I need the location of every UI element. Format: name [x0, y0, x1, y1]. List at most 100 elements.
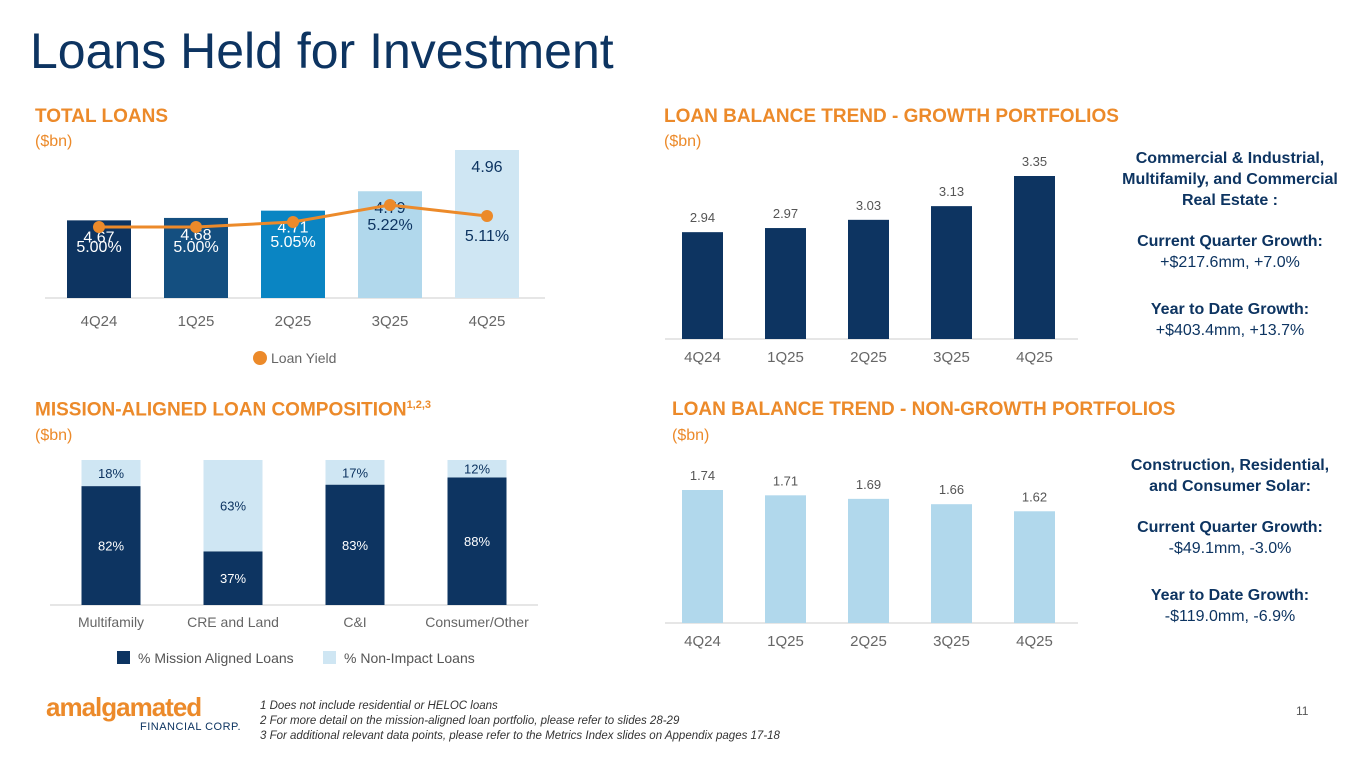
growth-value-label: 3.35 — [1022, 154, 1047, 169]
nongrowth-bar — [765, 495, 806, 623]
mission-tick-label: Multifamily — [78, 614, 144, 630]
total-loans-tick-label: 3Q25 — [372, 313, 409, 330]
growth-side-panel: Commercial & Industrial, Multifamily, an… — [1118, 148, 1342, 341]
total-loans-value-label: 4.96 — [471, 159, 502, 176]
nongrowth-value-label: 1.62 — [1022, 489, 1047, 504]
nongrowth-tick-label: 4Q25 — [1016, 633, 1053, 650]
growth-tick-label: 1Q25 — [767, 349, 804, 366]
company-logo-word: amalgamated — [46, 692, 202, 722]
footnotes: 1 Does not include residential or HELOC … — [260, 699, 780, 744]
growth-title: LOAN BALANCE TREND - GROWTH PORTFOLIOS — [664, 106, 1119, 127]
legend-mission-aligned-label: % Mission Aligned Loans — [138, 650, 294, 666]
mission-aligned-segment — [447, 477, 507, 605]
company-logo-sub: FINANCIAL CORP. — [140, 721, 242, 733]
growth-tick-label: 4Q24 — [684, 349, 721, 366]
loan-yield-label: 5.05% — [270, 234, 315, 251]
mission-aligned-label: 88% — [464, 534, 490, 549]
legend-loan-yield-marker — [253, 351, 267, 365]
nongrowth-side-heading: Construction, Residential, and Consumer … — [1130, 457, 1330, 495]
legend-non-impact-marker — [323, 651, 336, 664]
growth-bar — [931, 206, 972, 339]
loan-yield-label: 5.22% — [367, 217, 412, 234]
growth-value-label: 2.94 — [690, 210, 715, 225]
mission-unit: ($bn) — [35, 427, 73, 444]
non-impact-segment — [203, 460, 263, 552]
legend-loan-yield-label: Loan Yield — [271, 350, 336, 366]
nongrowth-title: LOAN BALANCE TREND - NON-GROWTH PORTFOLI… — [672, 399, 1176, 420]
mission-aligned-segment — [325, 484, 385, 605]
nongrowth-bar — [682, 490, 723, 623]
total-loans-value-label: 4.71 — [277, 220, 308, 237]
mission-title: MISSION-ALIGNED LOAN COMPOSITION1,2,3 — [35, 399, 431, 421]
page-number: 11 — [1296, 704, 1309, 718]
growth-tick-label: 4Q25 — [1016, 349, 1053, 366]
growth-bar — [1014, 176, 1055, 339]
growth-portfolios-chart: 2.94 4Q24 2.97 1Q25 3.03 2Q25 3.13 3Q25 3.35 4Q25 — [665, 154, 1078, 366]
mission-tick-label: Consumer/Other — [425, 614, 529, 630]
loan-yield-point — [190, 221, 202, 233]
nongrowth-cq-value: -$49.1mm, -3.0% — [1168, 540, 1292, 557]
growth-tick-label: 2Q25 — [850, 349, 887, 366]
growth-side-heading: Commercial & Industrial, Multifamily, an… — [1122, 150, 1338, 209]
total-loans-bar — [67, 220, 131, 298]
nongrowth-bar — [848, 498, 889, 623]
non-impact-segment — [447, 460, 507, 478]
nongrowth-tick-label: 2Q25 — [850, 633, 887, 650]
nongrowth-value-label: 1.71 — [773, 473, 798, 488]
footnote-2: 2 For more detail on the mission-aligned… — [260, 715, 680, 727]
growth-bar — [682, 232, 723, 339]
mission-aligned-chart: 82% 18% Multifamily 37% 63% CRE and Land 83% 17… — [50, 460, 538, 666]
nongrowth-side-panel: Construction, Residential, and Consumer … — [1118, 455, 1342, 627]
total-loans-chart: 4.674Q244.681Q254.712Q254.793Q254.964Q25… — [45, 150, 545, 366]
footnote-3: 3 For additional relevant data points, p… — [260, 730, 780, 742]
total-loans-tick-label: 2Q25 — [275, 313, 312, 330]
non-impact-label: 18% — [98, 466, 124, 481]
non-impact-segment — [81, 460, 141, 487]
growth-bar — [765, 228, 806, 339]
loan-yield-point — [384, 199, 396, 211]
mission-aligned-label: 37% — [220, 571, 246, 586]
non-impact-label: 63% — [220, 499, 246, 514]
nongrowth-tick-label: 3Q25 — [933, 633, 970, 650]
nongrowth-value-label: 1.69 — [856, 477, 881, 492]
total-loans-title: TOTAL LOANS — [35, 106, 168, 127]
growth-ytd-value: +$403.4mm, +13.7% — [1155, 322, 1305, 339]
footnote-1: 1 Does not include residential or HELOC … — [260, 700, 498, 712]
loan-yield-point — [481, 210, 493, 222]
total-loans-unit: ($bn) — [35, 133, 73, 150]
nongrowth-ytd-value: -$119.0mm, -6.9% — [1164, 608, 1296, 625]
page-title: Loans Held for Investment — [30, 23, 614, 79]
non-impact-label: 12% — [464, 462, 490, 477]
growth-ytd-label: Year to Date Growth: — [1150, 301, 1310, 318]
nongrowth-unit: ($bn) — [672, 427, 710, 444]
loan-yield-point — [287, 216, 299, 228]
mission-tick-label: CRE and Land — [187, 614, 279, 630]
nongrowth-value-label: 1.66 — [939, 482, 964, 497]
non-impact-label: 17% — [342, 465, 368, 480]
total-loans-value-label: 4.68 — [180, 227, 211, 244]
nongrowth-bar — [1014, 511, 1055, 623]
total-loans-value-label: 4.67 — [83, 229, 114, 246]
total-loans-tick-label: 1Q25 — [178, 313, 215, 330]
legend-mission-aligned-marker — [117, 651, 130, 664]
growth-value-label: 3.13 — [939, 184, 964, 199]
mission-aligned-label: 82% — [98, 539, 124, 554]
loan-yield-label: 5.00% — [76, 239, 121, 256]
total-loans-tick-label: 4Q24 — [81, 313, 118, 330]
growth-unit: ($bn) — [664, 133, 702, 150]
mission-aligned-label: 83% — [342, 538, 368, 553]
loan-yield-label: 5.11% — [465, 228, 509, 245]
growth-bar — [848, 219, 889, 339]
total-loans-bar — [455, 150, 519, 298]
loan-yield-point — [93, 221, 105, 233]
mission-aligned-segment — [203, 551, 263, 605]
legend-non-impact-label: % Non-Impact Loans — [344, 650, 475, 666]
growth-cq-value: +$217.6mm, +7.0% — [1160, 254, 1300, 271]
mission-tick-label: C&I — [343, 614, 366, 630]
nongrowth-value-label: 1.74 — [690, 468, 715, 483]
nongrowth-ytd-label: Year to Date Growth: — [1150, 587, 1310, 604]
nongrowth-tick-label: 1Q25 — [767, 633, 804, 650]
non-impact-segment — [325, 460, 385, 485]
nongrowth-cq-label: Current Quarter Growth: — [1137, 519, 1323, 536]
